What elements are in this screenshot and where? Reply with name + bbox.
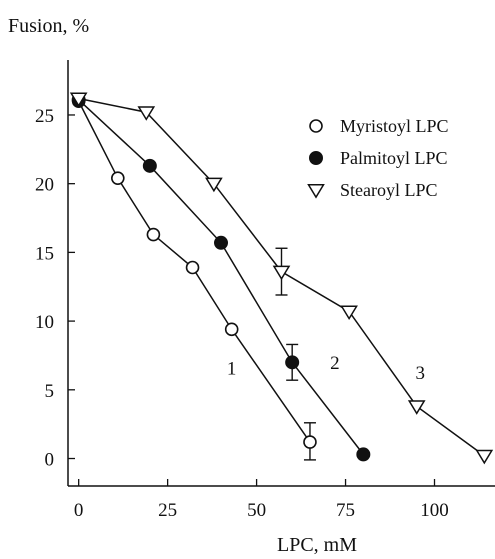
series-2-point-1 [142,158,157,173]
legend-item-3: Stearoyl LPC [307,180,438,200]
series-layer: 1 2 3 [69,92,494,465]
legend-marker-1 [309,119,323,133]
x-tick-label-75: 75 [336,500,355,521]
series-1-line [78,100,311,443]
x-tick-label-100: 100 [420,500,449,521]
axes: 0 5 10 15 20 25 0 25 50 75 100 [35,60,495,521]
legend-marker-2 [309,151,323,165]
legend-label-1: Myristoyl LPC [340,116,449,136]
series-1: 1 [71,94,317,461]
series-1-point-1 [111,171,125,185]
y-tick-label-20: 20 [35,175,54,196]
x-tick-label-50: 50 [247,500,266,521]
legend-item-1: Myristoyl LPC [309,116,449,136]
y-tick-label-15: 15 [35,243,54,264]
series-3-point-5 [407,400,426,415]
curve-label-2: 2 [330,353,340,374]
y-tick-label-10: 10 [35,312,54,333]
x-axis-title: LPC, mM [277,534,357,556]
x-tick-label-25: 25 [158,500,177,521]
legend-label-3: Stearoyl LPC [340,180,438,200]
series-2-point-2 [214,235,229,250]
y-tick-label-5: 5 [45,381,55,402]
series-3-point-0 [69,92,88,108]
legend-label-2: Palmitoyl LPC [340,148,448,168]
series-1-point-4 [224,322,239,337]
series-3-point-3 [272,265,291,281]
series-1-point-2 [146,227,161,242]
y-tick-label-25: 25 [35,106,54,127]
legend-item-2: Palmitoyl LPC [309,148,448,168]
series-1-point-3 [185,260,200,275]
legend-marker-3 [307,184,325,199]
legend: Myristoyl LPC Palmitoyl LPC Stearoyl LPC [307,116,449,200]
series-3-point-2 [205,177,223,193]
series-1-point-5 [303,435,317,449]
series-2: 2 [71,92,371,462]
series-2-point-3 [285,355,300,370]
y-tick-label-0: 0 [45,450,55,471]
curve-label-3: 3 [416,363,426,384]
curve-label-1: 1 [227,359,237,380]
series-3-point-4 [340,305,358,321]
series-2-point-4 [356,447,371,462]
series-3-point-6 [475,449,494,465]
y-axis-title: Fusion, % [8,15,89,37]
series-3: 3 [69,92,494,465]
x-tick-label-0: 0 [74,500,84,521]
series-3-point-1 [137,106,156,121]
